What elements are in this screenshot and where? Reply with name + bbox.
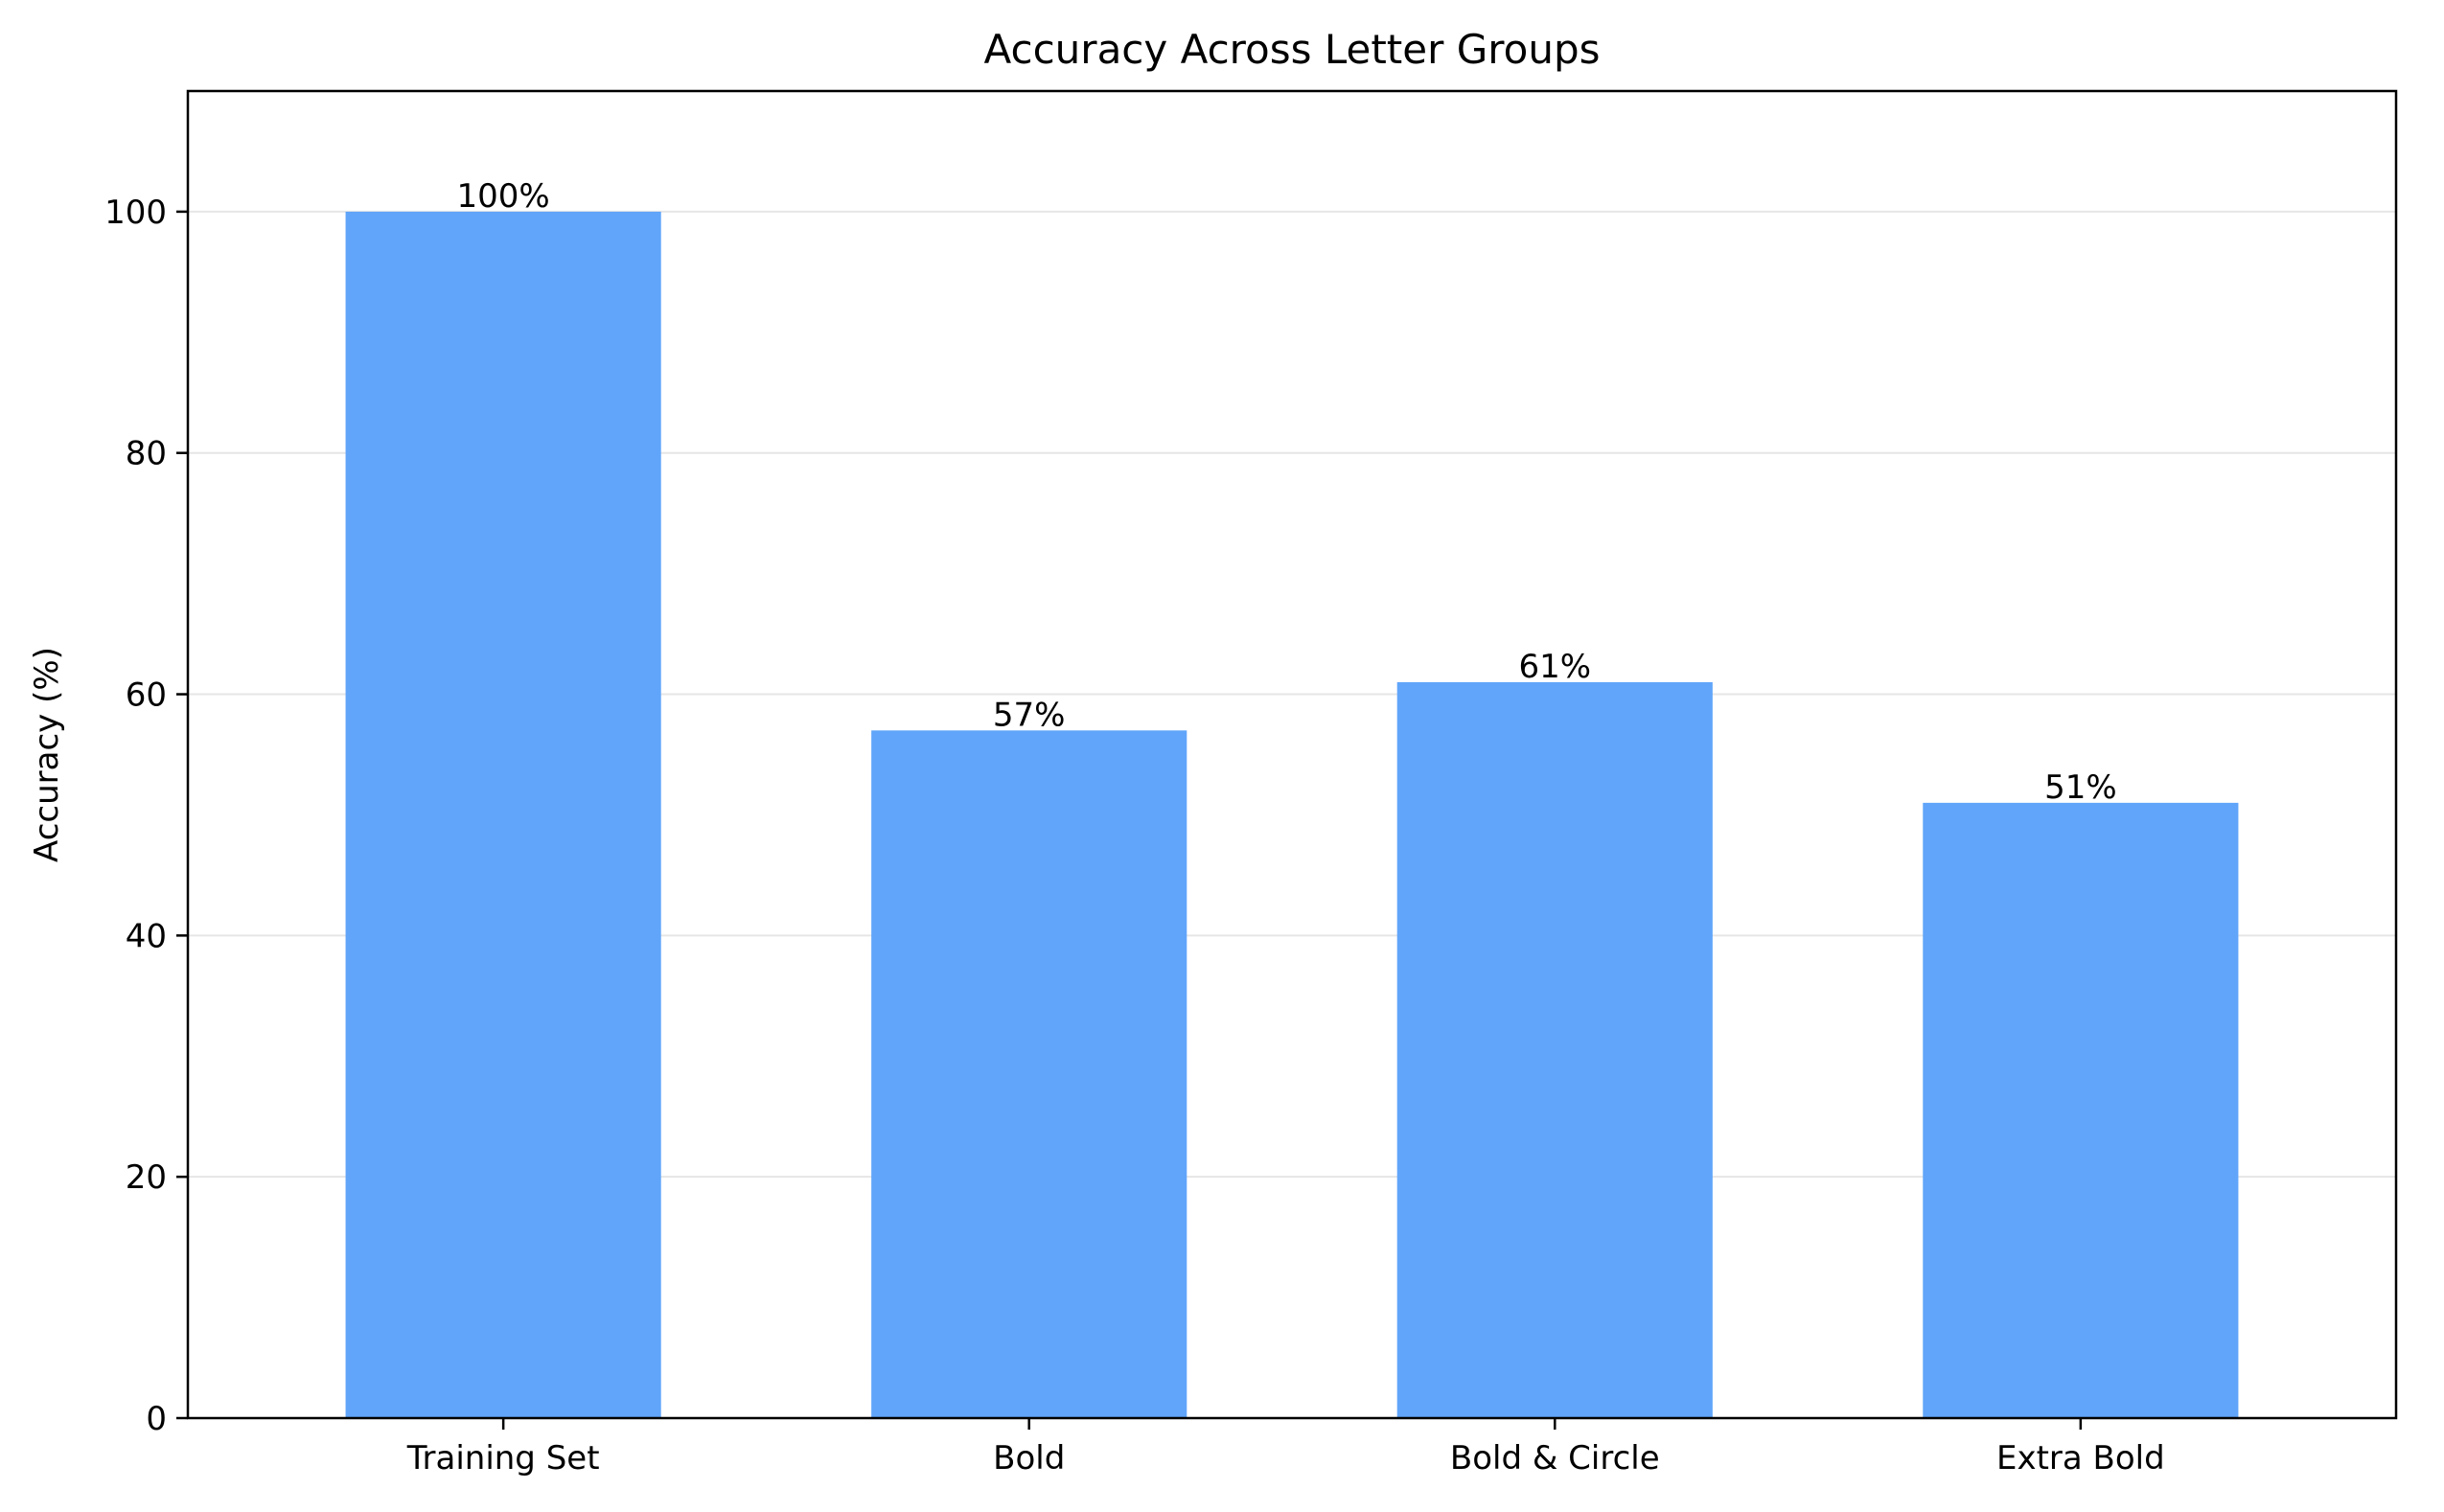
data-label: 57%	[993, 696, 1066, 734]
data-label: 61%	[1518, 648, 1591, 686]
x-tick-label: Training Set	[406, 1439, 600, 1478]
y-tick-label: 40	[126, 917, 167, 955]
data-label: 51%	[2044, 768, 2117, 807]
y-tick-label: 100	[104, 194, 167, 232]
y-tick-label: 20	[126, 1158, 167, 1197]
y-tick-label: 0	[146, 1400, 167, 1438]
y-axis-ticks: 0 20 40 60 80 100	[104, 194, 188, 1438]
bar	[1396, 681, 1713, 1418]
x-axis-ticks: Training Set Bold Bold & Circle Extra Bold	[406, 1418, 2165, 1478]
chart-title: Accuracy Across Letter Groups	[984, 26, 1601, 73]
bar	[345, 211, 661, 1419]
x-tick-label: Bold	[993, 1439, 1065, 1478]
y-tick-label: 60	[126, 676, 167, 715]
bar	[1923, 802, 2239, 1418]
plot-frame	[186, 89, 2398, 1420]
y-axis-label: Accuracy (%)	[28, 647, 66, 862]
bars	[345, 211, 2239, 1419]
data-label: 100%	[457, 177, 550, 216]
x-tick-label: Bold & Circle	[1450, 1439, 1660, 1478]
x-tick-label: Extra Bold	[1996, 1439, 2165, 1478]
bar	[871, 730, 1187, 1418]
data-labels: 100% 57% 61% 51%	[457, 177, 2117, 807]
y-tick-label: 80	[126, 435, 167, 473]
